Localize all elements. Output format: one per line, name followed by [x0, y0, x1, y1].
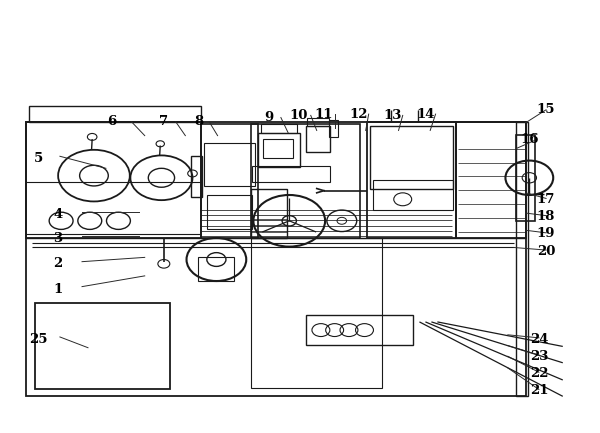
Text: 11: 11: [314, 108, 333, 121]
Bar: [306, 126, 330, 152]
Bar: [373, 180, 454, 210]
Bar: [261, 124, 297, 132]
Text: 19: 19: [537, 227, 556, 240]
Bar: [252, 166, 330, 182]
Bar: [202, 124, 258, 238]
Text: 4: 4: [53, 208, 63, 221]
Text: 9: 9: [265, 111, 274, 124]
Bar: [35, 303, 170, 389]
Text: 5: 5: [34, 152, 43, 165]
Text: 2: 2: [53, 257, 63, 270]
Text: 3: 3: [53, 232, 62, 245]
Bar: [251, 124, 360, 238]
Bar: [26, 122, 526, 396]
Bar: [457, 122, 526, 238]
Bar: [258, 132, 300, 167]
Text: 1: 1: [53, 283, 63, 296]
Bar: [329, 120, 338, 137]
Text: 13: 13: [383, 109, 402, 122]
Text: 20: 20: [537, 245, 555, 258]
Bar: [307, 118, 329, 126]
Text: 24: 24: [530, 333, 548, 346]
Text: 14: 14: [416, 108, 434, 121]
Text: 18: 18: [537, 210, 555, 223]
Bar: [367, 122, 457, 238]
Text: 22: 22: [530, 367, 548, 380]
Text: 10: 10: [290, 109, 308, 122]
Bar: [191, 156, 202, 197]
Bar: [251, 188, 287, 238]
Text: 17: 17: [537, 193, 555, 206]
Text: 21: 21: [530, 384, 548, 397]
Bar: [306, 316, 413, 345]
Text: 12: 12: [349, 108, 368, 121]
Text: 6: 6: [107, 115, 116, 128]
Bar: [205, 143, 255, 186]
Bar: [29, 106, 202, 122]
Bar: [208, 195, 252, 229]
Text: 7: 7: [159, 115, 169, 128]
Bar: [370, 126, 454, 188]
Bar: [199, 257, 235, 281]
Bar: [251, 238, 382, 388]
Bar: [26, 122, 202, 238]
Text: 15: 15: [537, 103, 556, 116]
Text: 25: 25: [29, 333, 47, 346]
Bar: [263, 139, 293, 158]
Text: 8: 8: [194, 115, 203, 128]
Text: 23: 23: [530, 350, 548, 363]
Bar: [516, 135, 535, 221]
Bar: [516, 122, 528, 396]
Text: 16: 16: [521, 133, 539, 146]
